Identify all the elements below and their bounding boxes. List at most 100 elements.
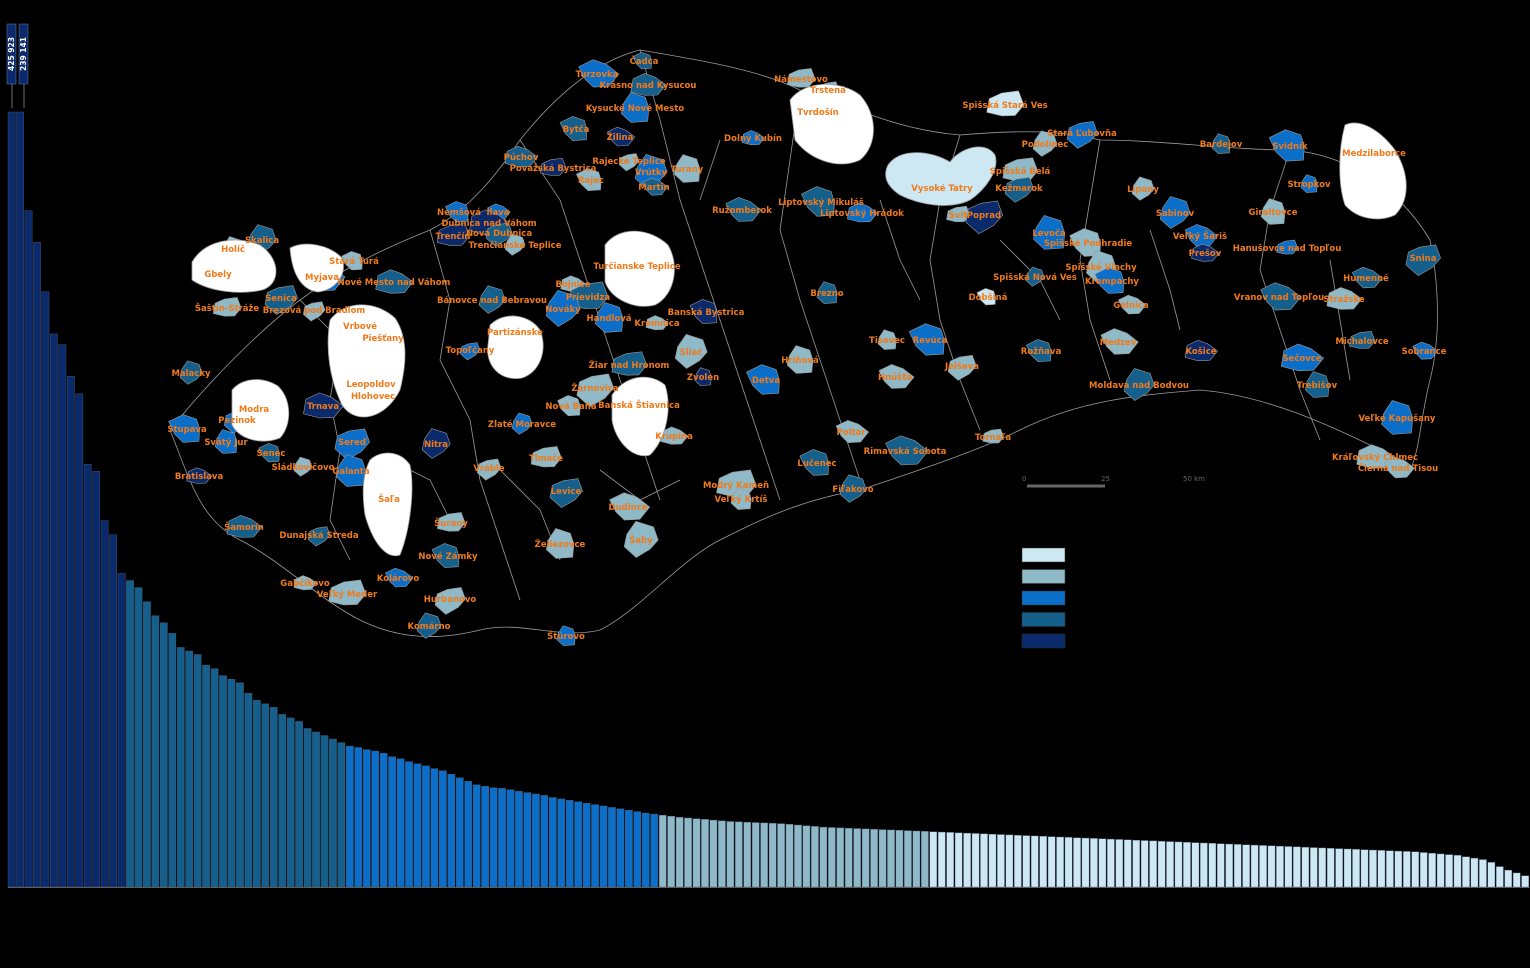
bar-105 xyxy=(887,829,895,888)
town-label-medzev: Medzev xyxy=(1100,338,1137,348)
bar-27 xyxy=(227,678,236,888)
bar-89 xyxy=(751,822,760,888)
town-label-svaty-jur: Svätý Jur xyxy=(204,438,248,448)
bar-78 xyxy=(658,814,667,888)
legend-swatch-4 xyxy=(1021,612,1066,627)
town-area-banska-bystrica xyxy=(689,299,718,324)
town-area-surany xyxy=(436,512,466,532)
town-area-hanusovce-nad-toplou xyxy=(1276,239,1298,255)
bar-176 xyxy=(1487,862,1496,888)
town-area-trnava xyxy=(303,392,344,419)
bar-7 xyxy=(58,344,67,888)
bar-39 xyxy=(329,738,337,888)
town-label-bardejov: Bardejov xyxy=(1200,140,1243,150)
region-myjava xyxy=(289,243,344,293)
bar-145 xyxy=(1225,843,1234,888)
bar-108 xyxy=(912,830,921,888)
region-medzilaborce xyxy=(1339,122,1407,220)
town-label-filakovo: Fiľakovo xyxy=(832,485,873,495)
bar-66 xyxy=(557,798,566,888)
bar-153 xyxy=(1293,846,1301,888)
bar-46 xyxy=(388,756,396,888)
town-label-cadca: Čadca xyxy=(630,55,659,67)
town-area-moldava-nad-bodvou xyxy=(1123,368,1155,401)
town-label-nova-dubnica: Nová Dubnica xyxy=(466,229,532,239)
town-label-sered: Sereď xyxy=(338,438,368,448)
town-label-kezmarok: Kežmarok xyxy=(995,184,1043,194)
town-area-svidnik xyxy=(1268,129,1305,162)
town-label-namestovo: Námestovo xyxy=(774,75,828,85)
bar-90 xyxy=(760,822,768,888)
bar-148 xyxy=(1250,844,1259,888)
town-area-vranov-nad-toplou xyxy=(1260,282,1302,311)
bar-30 xyxy=(253,700,261,888)
town-label-handlova: Handlová xyxy=(586,314,631,324)
town-label-nitra: Nitra xyxy=(424,440,448,450)
town-label-holic: Holíč xyxy=(221,244,245,255)
town-area-sturovo xyxy=(556,625,576,646)
town-area-zarnovica xyxy=(576,373,615,408)
legend xyxy=(1021,547,1066,649)
legend-swatch-1 xyxy=(1021,547,1066,563)
town-label-hurbanovo: Hurbanovo xyxy=(424,595,477,605)
bar-112 xyxy=(946,832,955,888)
town-area-roznava xyxy=(1026,339,1052,363)
bar-173 xyxy=(1462,856,1470,888)
town-label-brezno: Brezno xyxy=(810,289,843,299)
town-area-nemsova xyxy=(445,201,469,223)
town-area-banovce-nad-bebravou xyxy=(478,285,506,314)
town-label-vrable: Vráble xyxy=(473,464,505,474)
town-label-sahy: Šahy xyxy=(629,534,653,546)
town-label-gelnica: Gelnica xyxy=(1113,301,1149,311)
town-label-hanusovce-nad-toplou: Hanušovce nad Topľou xyxy=(1233,243,1342,254)
town-label-banovce-nad-bebravou: Bánovce nad Bebravou xyxy=(437,296,547,306)
town-label-velky-meder: Veľký Meder xyxy=(317,590,378,600)
town-area-strazske xyxy=(1326,287,1363,310)
bar-13 xyxy=(109,534,117,888)
town-area-liptovsky-hradok xyxy=(847,202,878,223)
town-label-pezinok: Pezinok xyxy=(218,416,256,426)
town-label-samorin: Šamorín xyxy=(224,521,264,533)
bar-134 xyxy=(1132,839,1141,888)
town-area-nove-zamky xyxy=(431,543,460,568)
bar-12 xyxy=(100,520,109,888)
bar-51 xyxy=(430,768,439,888)
town-area-trencianske-teplice xyxy=(504,233,526,256)
town-area-puchov xyxy=(504,145,538,168)
town-label-lipany: Lipany xyxy=(1127,185,1159,195)
town-area-rajecke-teplice xyxy=(619,153,640,172)
scale-label-25: 25 xyxy=(1101,475,1110,483)
town-label-povazska-bystrica: Považská Bystrica xyxy=(510,164,597,174)
bar-47 xyxy=(396,758,405,888)
town-label-krasno-nad-kysucou: Krásno nad Kysucou xyxy=(600,81,697,91)
town-area-filakovo xyxy=(839,474,867,503)
legend-swatch-5 xyxy=(1021,633,1066,649)
bar-160 xyxy=(1352,849,1360,888)
region-banska-stiavnica xyxy=(611,376,669,457)
town-label-dunajska-streda: Dunajská Streda xyxy=(279,531,358,541)
bar-155 xyxy=(1309,847,1318,888)
bar-109 xyxy=(921,831,929,888)
large-regions xyxy=(191,83,1407,557)
bar-33 xyxy=(278,714,287,888)
town-area-nova-dubnica xyxy=(485,222,513,247)
town-label-svit: Svit xyxy=(949,211,968,221)
bar-28 xyxy=(236,682,244,888)
bar-138 xyxy=(1166,841,1174,888)
town-area-nove-mesto-nad-vahom xyxy=(375,269,414,294)
bar-121 xyxy=(1022,835,1031,888)
town-label-nove-zamky: Nové Zámky xyxy=(418,551,478,562)
town-label-spisska-nova-ves: Spišská Nová Ves xyxy=(993,272,1077,283)
bar-83 xyxy=(701,819,709,888)
bar-80 xyxy=(675,817,684,888)
town-label-vysoke-tatry: Vysoké Tatry xyxy=(911,183,973,194)
town-area-kysucke-nove-mesto xyxy=(620,92,650,123)
town-label-kralovsky-chlmec: Kráľovský Chlmec xyxy=(1332,453,1418,463)
town-label-liptovsky-hradok: Liptovský Hrádok xyxy=(820,209,904,219)
bar-67 xyxy=(565,800,574,888)
bar-75 xyxy=(633,811,642,888)
bar-161 xyxy=(1360,849,1369,888)
town-area-liptovsky-mikulas xyxy=(801,186,835,217)
bar-175 xyxy=(1479,859,1487,888)
